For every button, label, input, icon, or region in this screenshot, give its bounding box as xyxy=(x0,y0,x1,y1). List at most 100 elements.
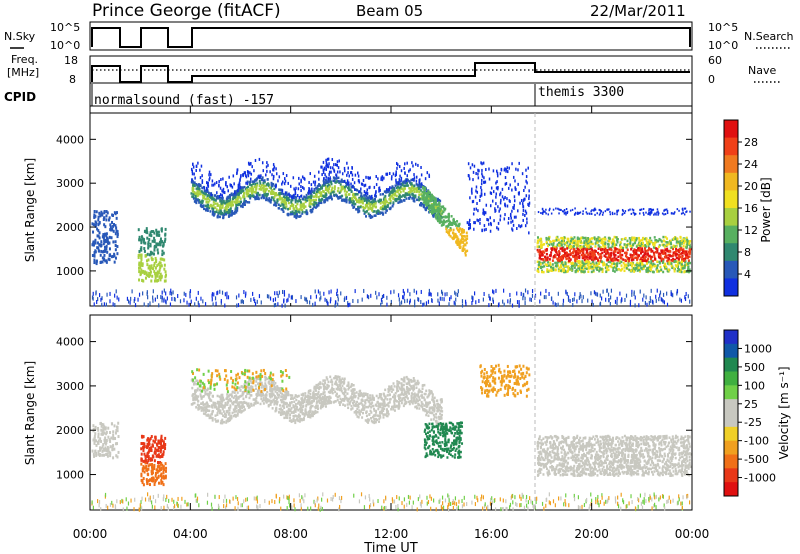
power-cell xyxy=(675,250,678,253)
power-cell xyxy=(371,206,374,209)
power-cell xyxy=(324,188,327,192)
power-cell xyxy=(360,192,363,195)
power-cell xyxy=(594,213,596,216)
power-cell xyxy=(616,301,618,306)
power-cell xyxy=(237,303,240,308)
power-cell xyxy=(273,303,275,308)
power-cell xyxy=(631,256,634,259)
power-cell xyxy=(317,201,320,205)
power-cell xyxy=(678,247,681,251)
power-cell xyxy=(237,196,240,199)
power-cell xyxy=(401,182,404,186)
power-cell xyxy=(253,297,255,302)
power-cell xyxy=(594,291,597,296)
velocity-cell xyxy=(165,466,168,470)
power-cell xyxy=(524,213,526,217)
power-cell xyxy=(134,296,136,301)
power-cell xyxy=(688,255,691,258)
power-cell xyxy=(330,195,333,198)
power-cell xyxy=(659,290,662,295)
power-colorbar-label: 20 xyxy=(744,180,758,193)
power-cell xyxy=(320,201,323,205)
power-cell xyxy=(272,163,275,167)
power-cell xyxy=(97,234,100,238)
power-cell xyxy=(480,185,482,189)
power-cell xyxy=(258,187,261,191)
power-cell xyxy=(197,300,199,305)
power-cell xyxy=(506,166,509,170)
power-cell xyxy=(676,253,679,256)
velocity-cell xyxy=(102,447,105,451)
power-cell xyxy=(574,207,576,210)
power-cell xyxy=(446,292,448,297)
power-cell xyxy=(616,213,618,216)
power-cell xyxy=(412,177,414,181)
power-cell xyxy=(335,194,338,198)
power-cell xyxy=(308,192,310,196)
power-cell xyxy=(403,195,406,199)
power-cell xyxy=(636,261,639,265)
power-cell xyxy=(646,252,649,255)
power-cell xyxy=(324,195,327,199)
power-cell xyxy=(157,230,160,234)
power-cell xyxy=(609,213,612,216)
power-cell xyxy=(591,267,594,270)
power-cell xyxy=(647,213,649,216)
power-cell xyxy=(605,258,608,262)
power-cell xyxy=(432,197,435,201)
power-cell xyxy=(263,190,266,194)
power-cell xyxy=(296,208,299,211)
power-cell xyxy=(96,241,99,245)
power-cell xyxy=(566,269,569,273)
power-cell xyxy=(285,205,288,208)
power-cell xyxy=(569,253,572,256)
power-cell xyxy=(622,261,625,265)
freq-label: Freq. xyxy=(11,53,38,66)
power-cell xyxy=(156,274,159,278)
power-cell xyxy=(438,207,441,210)
power-cell xyxy=(517,209,519,213)
velocity-cell xyxy=(106,452,109,456)
power-cell xyxy=(266,178,269,181)
power-cell xyxy=(152,230,155,234)
power-cell xyxy=(229,210,232,214)
power-cell xyxy=(655,213,657,216)
power-cell xyxy=(595,264,598,268)
power-cell xyxy=(367,208,370,211)
power-cell xyxy=(589,247,592,250)
power-cell xyxy=(378,292,380,297)
power-cell xyxy=(190,167,193,171)
power-cell xyxy=(380,211,383,214)
power-cell xyxy=(551,247,554,250)
power-cell xyxy=(289,213,292,216)
power-cell xyxy=(545,252,548,256)
power-cell xyxy=(254,190,257,194)
power-cell xyxy=(394,190,397,193)
power-cell xyxy=(666,259,669,263)
power-cell xyxy=(483,176,485,180)
power-cell xyxy=(309,209,312,212)
power-cell xyxy=(418,193,421,197)
power-cell xyxy=(317,190,320,194)
power-cell xyxy=(230,213,233,217)
power-cell xyxy=(371,215,374,219)
power-cell xyxy=(154,297,156,302)
power-cell xyxy=(272,168,274,172)
power-cell xyxy=(293,193,295,197)
power-cell xyxy=(324,199,327,202)
power-cell xyxy=(567,257,570,260)
power-cell xyxy=(334,181,337,184)
power-cell xyxy=(459,245,462,249)
power-cell xyxy=(500,168,503,172)
velocity-cell xyxy=(162,440,165,444)
power-cell xyxy=(636,253,639,257)
power-cell xyxy=(205,198,208,201)
power-cell xyxy=(327,176,329,180)
power-cell xyxy=(291,212,294,216)
power-cell xyxy=(335,173,337,177)
power-cell xyxy=(404,162,406,166)
power-cell xyxy=(150,264,153,268)
power-cell xyxy=(457,289,459,294)
power-cell xyxy=(403,194,406,197)
power-cell xyxy=(194,195,197,199)
